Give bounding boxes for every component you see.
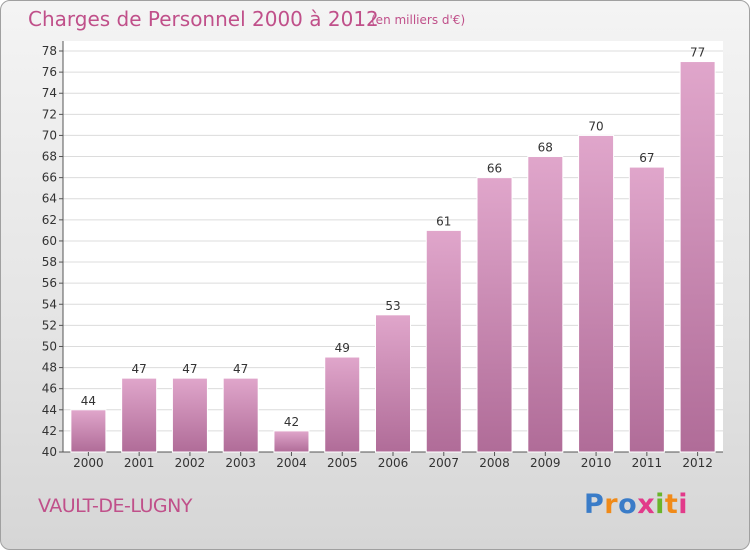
bar-2001 bbox=[121, 377, 158, 453]
data-label-2001: 47 bbox=[132, 362, 147, 376]
y-tick-label: 58 bbox=[42, 255, 57, 269]
y-tick-label: 52 bbox=[42, 318, 57, 332]
y-tick-label: 48 bbox=[42, 361, 57, 375]
bar-2012 bbox=[679, 61, 716, 453]
x-tick-label-2001: 2001 bbox=[124, 456, 155, 470]
bar-2006 bbox=[375, 314, 411, 453]
bar-2011 bbox=[628, 166, 665, 453]
data-label-2004: 42 bbox=[284, 415, 299, 429]
x-tick-label-2007: 2007 bbox=[428, 456, 459, 470]
data-label-2009: 68 bbox=[538, 141, 553, 155]
data-label-2011: 67 bbox=[639, 151, 654, 165]
x-tick-label-2004: 2004 bbox=[276, 456, 307, 470]
y-tick-label: 50 bbox=[42, 339, 57, 353]
bar-2007 bbox=[425, 229, 462, 453]
bar-2005 bbox=[324, 356, 361, 453]
y-tick-label: 76 bbox=[42, 65, 57, 79]
bar-2009 bbox=[527, 156, 564, 453]
x-tick-label-2010: 2010 bbox=[581, 456, 612, 470]
y-tick-label: 40 bbox=[42, 445, 57, 459]
bar-2010 bbox=[578, 134, 615, 453]
data-label-2000: 44 bbox=[81, 394, 96, 408]
data-label-2005: 49 bbox=[335, 341, 350, 355]
bar-2003 bbox=[222, 377, 259, 453]
y-tick-label: 78 bbox=[42, 44, 57, 58]
y-tick-label: 56 bbox=[42, 276, 57, 290]
bar-2000 bbox=[70, 409, 107, 453]
x-tick-label-2000: 2000 bbox=[73, 456, 104, 470]
data-label-2007: 61 bbox=[436, 214, 451, 228]
y-tick-label: 74 bbox=[42, 86, 57, 100]
commune-name: VAULT-DE-LUGNY bbox=[38, 495, 192, 517]
x-tick-label-2011: 2011 bbox=[632, 456, 663, 470]
y-tick-label: 62 bbox=[42, 213, 57, 227]
x-tick-label-2006: 2006 bbox=[378, 456, 409, 470]
y-tick-label: 54 bbox=[42, 297, 57, 311]
x-tick-label-2002: 2002 bbox=[175, 456, 206, 470]
data-label-2003: 47 bbox=[233, 362, 248, 376]
x-tick-label-2008: 2008 bbox=[479, 456, 510, 470]
x-tick-label-2003: 2003 bbox=[225, 456, 256, 470]
bar-2008 bbox=[476, 177, 513, 453]
bar-2002 bbox=[171, 377, 208, 453]
y-tick-label: 42 bbox=[42, 424, 57, 438]
y-tick-label: 70 bbox=[42, 128, 57, 142]
data-label-2012: 77 bbox=[690, 46, 705, 60]
bar-2004 bbox=[273, 430, 310, 453]
y-tick-label: 46 bbox=[42, 382, 57, 396]
data-label-2006: 53 bbox=[385, 299, 400, 313]
y-tick-label: 44 bbox=[42, 403, 57, 417]
x-tick-label-2012: 2012 bbox=[682, 456, 713, 470]
y-tick-label: 60 bbox=[42, 234, 57, 248]
y-tick-label: 72 bbox=[42, 107, 57, 121]
y-tick-label: 68 bbox=[42, 150, 57, 164]
chart-unit: (en milliers d'€) bbox=[371, 13, 466, 27]
data-label-2008: 66 bbox=[487, 162, 502, 176]
y-tick-label: 66 bbox=[42, 171, 57, 185]
x-tick-label-2009: 2009 bbox=[530, 456, 561, 470]
proxiti-logo: Proxiti bbox=[584, 489, 689, 520]
data-label-2010: 70 bbox=[588, 119, 603, 133]
x-tick-label-2005: 2005 bbox=[327, 456, 358, 470]
y-tick-label: 64 bbox=[42, 192, 57, 206]
data-label-2002: 47 bbox=[182, 362, 197, 376]
chart-title: Charges de Personnel 2000 à 2012 bbox=[28, 7, 379, 31]
